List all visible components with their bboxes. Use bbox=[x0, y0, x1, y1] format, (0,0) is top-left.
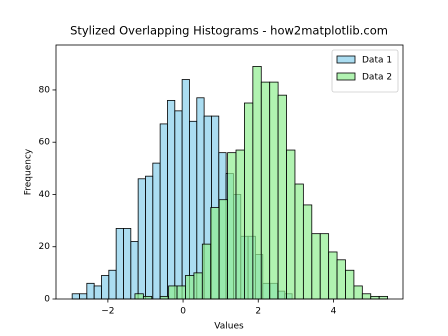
x-tick-label: 2 bbox=[255, 307, 261, 317]
histogram-bar bbox=[167, 99, 176, 300]
histogram-bar bbox=[130, 241, 139, 300]
histogram-bar bbox=[86, 282, 95, 300]
histogram-bar bbox=[269, 81, 279, 300]
histogram-bar bbox=[168, 285, 178, 300]
histogram-bar bbox=[361, 293, 372, 300]
chart-title: Stylized Overlapping Histograms - how2ma… bbox=[70, 24, 388, 38]
x-tick-label: −2 bbox=[101, 307, 114, 317]
histogram-bar bbox=[152, 162, 161, 300]
histogram-bar bbox=[311, 233, 321, 300]
histogram-bar bbox=[189, 120, 198, 300]
histogram-bar bbox=[345, 269, 355, 300]
x-tick-label: 0 bbox=[180, 307, 186, 317]
legend-label: Data 2 bbox=[362, 73, 392, 83]
histogram-bar bbox=[145, 175, 154, 300]
histogram-bar bbox=[181, 79, 190, 300]
histogram-bar bbox=[176, 285, 186, 300]
histogram-bar bbox=[185, 275, 195, 300]
histogram-bar bbox=[210, 207, 220, 300]
plot-frame bbox=[55, 44, 404, 300]
y-tick-label: 40 bbox=[39, 190, 51, 200]
x-axis-label: Values bbox=[214, 322, 244, 332]
histogram-bar bbox=[252, 66, 262, 300]
x-tick-label: 4 bbox=[331, 307, 337, 317]
legend-swatch bbox=[336, 55, 356, 64]
histogram-bar bbox=[159, 123, 168, 300]
legend-label: Data 1 bbox=[362, 56, 392, 66]
histogram-bar bbox=[71, 293, 80, 300]
histogram-bar bbox=[174, 110, 183, 300]
histogram-bar bbox=[260, 81, 271, 300]
histogram-bar bbox=[101, 275, 110, 300]
histogram-bar bbox=[218, 199, 228, 300]
legend-swatch bbox=[336, 72, 356, 81]
histogram-bar bbox=[319, 233, 330, 300]
histogram-bar bbox=[134, 293, 144, 300]
histogram-bar bbox=[328, 251, 338, 300]
histogram-bar bbox=[277, 94, 287, 300]
histogram-bar bbox=[353, 285, 363, 300]
y-axis-label: Frequency bbox=[24, 148, 34, 195]
histogram-bar bbox=[93, 285, 102, 300]
histogram-bar bbox=[108, 269, 117, 300]
histogram-bar bbox=[286, 149, 296, 300]
y-tick-label: 60 bbox=[39, 138, 51, 148]
histogram-bar bbox=[302, 204, 313, 300]
histogram-bar bbox=[79, 293, 88, 300]
histogram-bar bbox=[201, 243, 212, 300]
histogram-bar bbox=[294, 183, 304, 300]
histogram-bar bbox=[235, 149, 245, 300]
histogram-bar bbox=[227, 152, 237, 300]
y-tick-label: 0 bbox=[44, 295, 50, 305]
y-tick-label: 80 bbox=[39, 85, 51, 95]
histogram-bar bbox=[193, 272, 203, 300]
histogram-bar bbox=[137, 178, 146, 300]
y-tick-label: 20 bbox=[39, 242, 51, 252]
histogram-bar bbox=[123, 228, 132, 300]
histogram-bar bbox=[115, 228, 124, 300]
histogram-bar bbox=[336, 259, 346, 300]
histogram-bar bbox=[244, 102, 254, 300]
